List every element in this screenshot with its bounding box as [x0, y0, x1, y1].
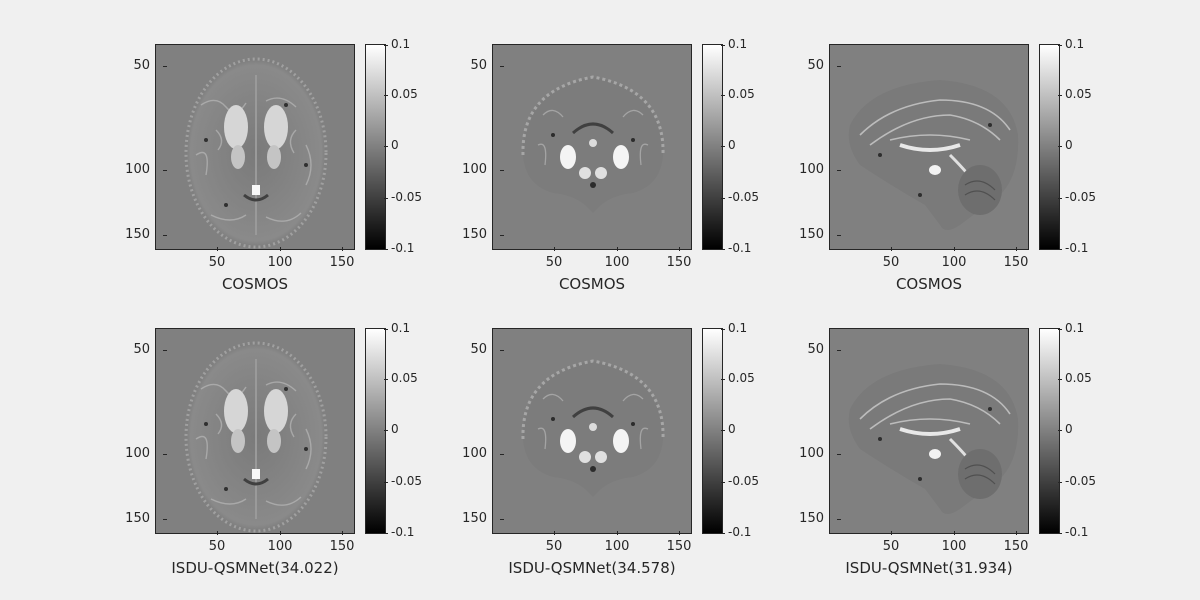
y-tick-label: 150	[447, 227, 504, 242]
panel-caption: COSMOS	[558, 275, 626, 293]
colorbar-tick-label: 0	[721, 422, 736, 436]
colorbar-tick-label: -0.1	[383, 241, 415, 255]
y-tick-label: 150	[784, 511, 841, 526]
panel-caption: ISDU-QSMNet(34.022)	[171, 559, 339, 577]
coronal-brain-image	[492, 44, 692, 250]
y-tick-label: 150	[447, 511, 504, 526]
x-tick-label: 50	[197, 531, 237, 554]
y-tick-label: 100	[784, 446, 841, 461]
colorbar-tick-label: -0.1	[1057, 241, 1089, 255]
colorbar-tick-label: 0	[384, 138, 399, 152]
colorbar-tick-label: -0.05	[1057, 474, 1097, 488]
y-tick-label: 100	[447, 162, 504, 177]
y-tick-label: 100	[447, 446, 504, 461]
colorbar-tick-label: -0.1	[1057, 525, 1089, 539]
y-tick-label: 150	[110, 227, 167, 242]
y-tick-label: 100	[784, 162, 841, 177]
x-tick-label: 50	[197, 247, 237, 270]
colorbar-tick-label: -0.1	[720, 525, 752, 539]
colorbar-tick-label: 0.05	[721, 87, 755, 101]
colorbar-tick-label: 0.05	[384, 87, 418, 101]
colorbar-tick-label: 0.1	[720, 37, 748, 51]
x-tick-label: 100	[934, 531, 974, 554]
colorbar-tick-label: 0.1	[1057, 37, 1085, 51]
colorbar-tick-label: 0.1	[1057, 321, 1085, 335]
sagittal-brain-image	[829, 328, 1029, 534]
sagittal-brain-image	[829, 44, 1029, 250]
y-tick-label: 50	[784, 342, 841, 357]
colorbar-tick-label: -0.05	[383, 190, 423, 204]
panel-caption: ISDU-QSMNet(34.578)	[508, 559, 676, 577]
y-tick-label: 50	[110, 58, 167, 73]
x-tick-label: 150	[996, 247, 1036, 270]
colorbar-tick-label: 0	[1058, 422, 1073, 436]
y-tick-label: 150	[110, 511, 167, 526]
y-tick-label: 100	[110, 162, 167, 177]
x-tick-label: 100	[260, 247, 300, 270]
y-tick-label: 50	[110, 342, 167, 357]
colorbar-tick-label: 0.1	[383, 321, 411, 335]
colorbar-tick-label: -0.05	[720, 190, 760, 204]
colorbar-tick-label: -0.05	[720, 474, 760, 488]
colorbar-tick-label: -0.1	[720, 241, 752, 255]
x-tick-label: 100	[260, 531, 300, 554]
x-tick-label: 50	[871, 247, 911, 270]
axial-brain-image	[155, 44, 355, 250]
panel-caption: COSMOS	[221, 275, 289, 293]
colorbar	[702, 328, 723, 534]
y-tick-label: 50	[784, 58, 841, 73]
colorbar	[702, 44, 723, 250]
colorbar-tick-label: -0.05	[1057, 190, 1097, 204]
panel-caption: ISDU-QSMNet(31.934)	[845, 559, 1013, 577]
colorbar	[365, 44, 386, 250]
colorbar-tick-label: 0.05	[1058, 371, 1092, 385]
y-tick-label: 100	[110, 446, 167, 461]
colorbar-tick-label: 0.1	[720, 321, 748, 335]
x-tick-label: 50	[534, 531, 574, 554]
colorbar-tick-label: 0.05	[1058, 87, 1092, 101]
y-tick-label: 50	[447, 342, 504, 357]
y-tick-label: 150	[784, 227, 841, 242]
panel-caption: COSMOS	[895, 275, 963, 293]
colorbar-tick-label: -0.05	[383, 474, 423, 488]
colorbar-tick-label: 0	[1058, 138, 1073, 152]
x-tick-label: 150	[659, 247, 699, 270]
colorbar	[1039, 44, 1060, 250]
axial-brain-image	[155, 328, 355, 534]
colorbar-tick-label: 0.05	[384, 371, 418, 385]
colorbar-tick-label: 0.1	[383, 37, 411, 51]
x-tick-label: 50	[534, 247, 574, 270]
y-tick-label: 50	[447, 58, 504, 73]
colorbar-tick-label: 0	[384, 422, 399, 436]
x-tick-label: 100	[934, 247, 974, 270]
x-tick-label: 150	[322, 247, 362, 270]
colorbar-tick-label: 0.05	[721, 371, 755, 385]
colorbar-tick-label: -0.1	[383, 525, 415, 539]
x-tick-label: 150	[996, 531, 1036, 554]
x-tick-label: 150	[322, 531, 362, 554]
colorbar	[365, 328, 386, 534]
x-tick-label: 150	[659, 531, 699, 554]
x-tick-label: 50	[871, 531, 911, 554]
colorbar-tick-label: 0	[721, 138, 736, 152]
colorbar	[1039, 328, 1060, 534]
x-tick-label: 100	[597, 531, 637, 554]
x-tick-label: 100	[597, 247, 637, 270]
coronal-brain-image	[492, 328, 692, 534]
